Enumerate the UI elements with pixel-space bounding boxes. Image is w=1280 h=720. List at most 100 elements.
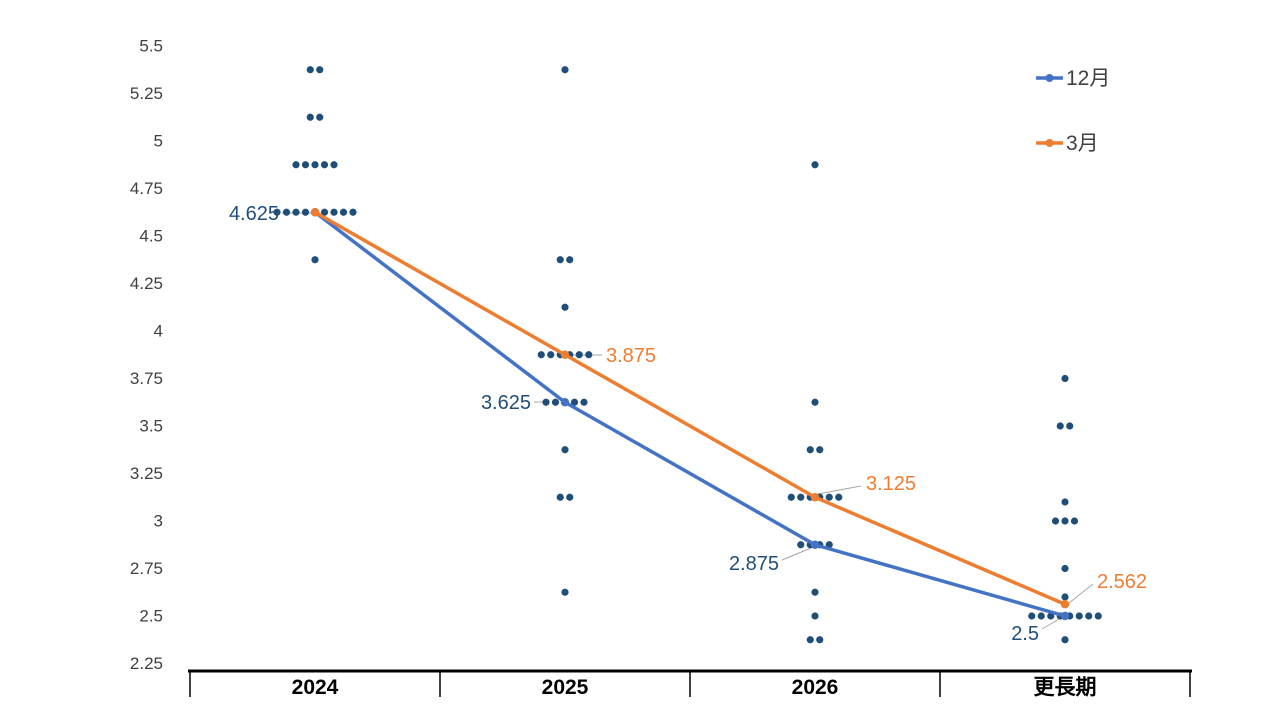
y-axis-tick-label: 4 (154, 322, 163, 341)
dot (816, 446, 824, 454)
leader-line (1068, 583, 1094, 604)
y-axis-tick-label: 3 (154, 512, 163, 531)
dot (542, 398, 550, 406)
y-axis-tick-label: 4.5 (139, 227, 163, 246)
y-axis-tick-label: 3.75 (130, 369, 163, 388)
data-label: 3.125 (866, 473, 916, 495)
dot (1085, 612, 1093, 620)
dot (561, 446, 569, 454)
dot (1028, 612, 1036, 620)
dot (811, 612, 819, 620)
median-line-marker (310, 208, 320, 217)
dot (1061, 564, 1069, 573)
dot (1094, 612, 1102, 620)
y-axis-tick-label: 2.5 (139, 607, 163, 626)
dot (797, 493, 805, 501)
median-line-path (313, 210, 1067, 606)
dot (316, 66, 324, 74)
dot (566, 493, 574, 501)
data-label: 2.875 (729, 553, 779, 575)
x-axis: 2024 2025 2026 更長期 (188, 669, 1192, 699)
dot (349, 208, 357, 216)
dot (1061, 593, 1069, 601)
dot (1061, 374, 1069, 383)
dot (311, 256, 319, 264)
label-leader-lines (282, 212, 1094, 630)
dot (575, 351, 583, 359)
legend-label: 3月 (1066, 132, 1099, 155)
dot (306, 66, 314, 74)
dot (537, 351, 545, 359)
dot (1056, 422, 1064, 430)
data-label: 3.625 (481, 392, 531, 414)
dot (301, 161, 310, 169)
y-axis-tick-label: 2.75 (130, 559, 163, 578)
category-label: 2025 (542, 676, 589, 699)
dot (811, 161, 819, 169)
y-axis-tick-label: 3.25 (130, 464, 163, 483)
y-axis-tick-label: 5 (154, 132, 163, 151)
legend-item-march[interactable]: 3月 (1036, 132, 1099, 155)
category-label: 2026 (792, 676, 839, 699)
y-axis-tick-label: 4.25 (130, 274, 163, 293)
dot (547, 351, 555, 359)
dot (1066, 422, 1074, 430)
dot (320, 208, 329, 216)
dot (330, 161, 338, 169)
data-label: 2.562 (1097, 571, 1147, 593)
data-label: 4.625 (229, 203, 279, 225)
median-line-marker (560, 398, 570, 407)
median-line-marker (810, 493, 820, 502)
category-label: 更長期 (1034, 676, 1097, 699)
legend-marker (1045, 139, 1054, 147)
y-axis-tick-label: 2.25 (130, 654, 163, 673)
dot (1075, 612, 1083, 620)
median-line-marker (560, 350, 570, 359)
dot (566, 256, 574, 264)
dot (339, 208, 348, 216)
median-line-marker (1060, 611, 1070, 621)
category-label: 2024 (292, 676, 339, 699)
dot (561, 303, 569, 311)
dot (797, 541, 805, 549)
dot (551, 398, 560, 406)
leader-line (817, 485, 862, 495)
dot (806, 446, 814, 454)
median-line-march (310, 208, 1070, 609)
leader-line (1041, 617, 1062, 630)
dot (306, 113, 314, 121)
dot (585, 351, 593, 359)
data-label: 2.5 (1011, 623, 1039, 645)
y-axis-tick-label: 5.5 (139, 37, 163, 56)
y-axis: 5.5 5.25 5 4.75 4.5 4.25 4 3.75 3.5 3.25 3 2.75 2.5 2… (130, 37, 163, 674)
participant-dots (273, 66, 1102, 644)
dot (282, 208, 291, 216)
median-line-marker (810, 540, 820, 549)
dot (311, 161, 319, 169)
dot (580, 398, 588, 406)
dot (806, 636, 814, 644)
dot (292, 208, 300, 216)
dot (273, 208, 281, 216)
dot (1061, 636, 1069, 644)
leader-line (781, 547, 812, 561)
dot (811, 588, 819, 596)
legend-marker (1045, 74, 1054, 82)
dot (292, 161, 300, 169)
dot (825, 493, 833, 501)
legend-label: 12月 (1066, 67, 1110, 90)
dot (1037, 612, 1045, 620)
data-label: 3.875 (606, 345, 656, 367)
dot (561, 588, 569, 596)
data-labels: 4.625 3.875 3.625 3.125 2.875 2.562 2.5 (229, 203, 1147, 645)
y-axis-tick-label: 3.5 (139, 417, 163, 436)
legend-item-december[interactable]: 12月 (1036, 67, 1110, 90)
dot (330, 208, 338, 216)
dot (816, 636, 824, 644)
dot (1061, 517, 1069, 525)
y-axis-tick-label: 4.75 (130, 179, 163, 198)
dot (556, 256, 564, 264)
dot (811, 398, 819, 406)
